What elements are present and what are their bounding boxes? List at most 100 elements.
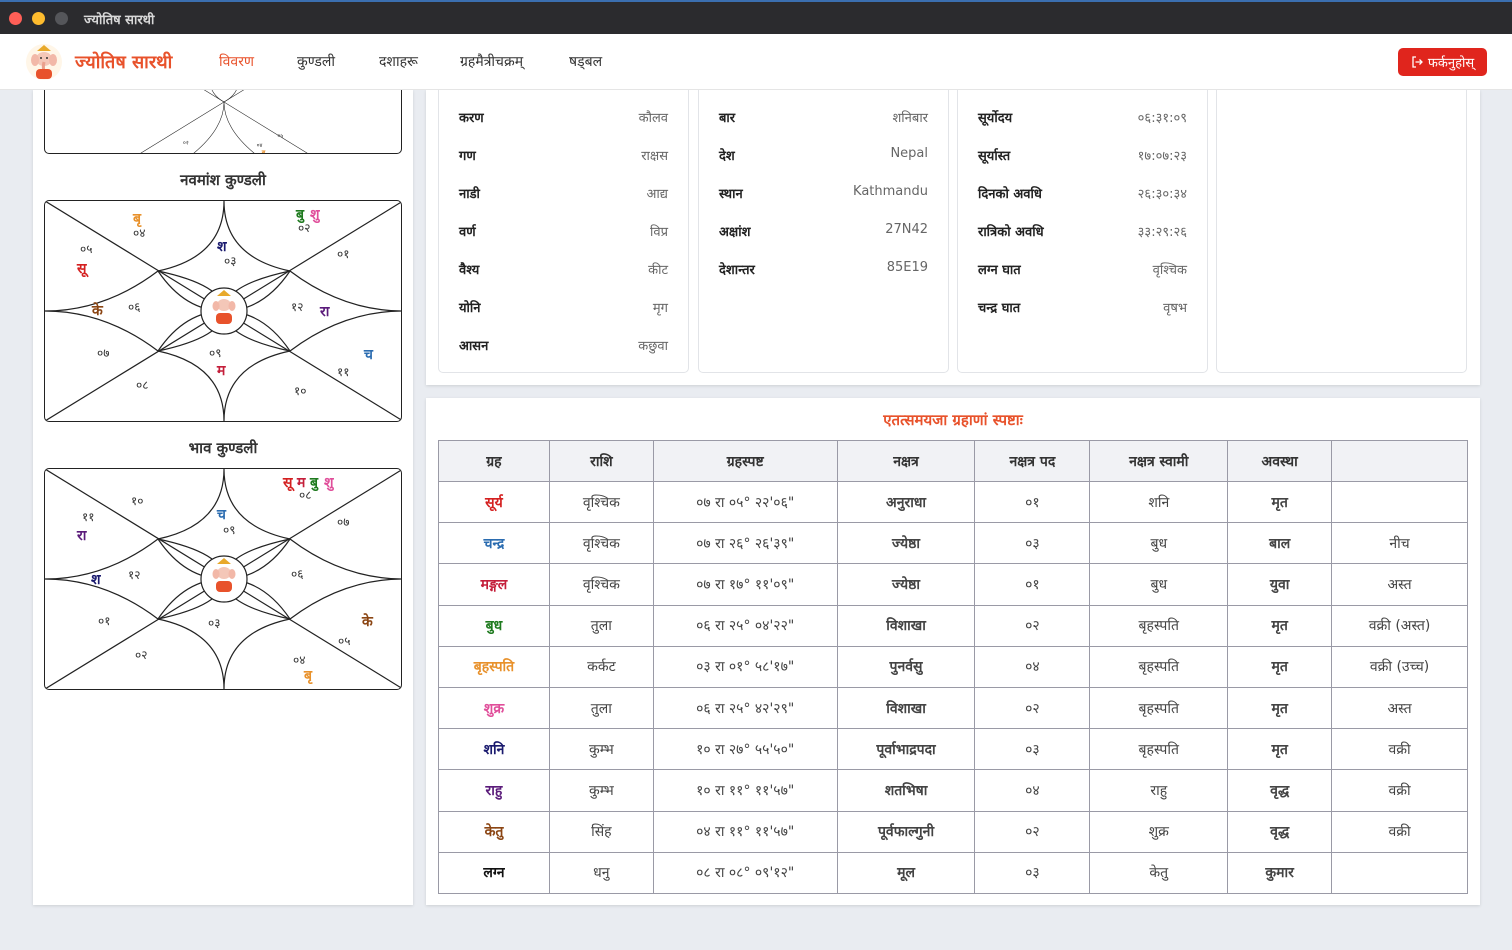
status-cell: अस्त bbox=[1331, 563, 1468, 606]
nav-tab-graha-maitri[interactable]: ग्रहमैत्रीचक्रम् bbox=[460, 54, 524, 70]
exit-icon bbox=[1412, 56, 1423, 68]
info-row: देशान्तर 85E19 bbox=[719, 260, 928, 280]
bhava-chart: ०९ ०८ १० ११ १२ ०१ ०२ ०३ ०४ ०५ ०६ ०७ च सू… bbox=[44, 468, 402, 690]
nakshatra-pada-cell: ०३ bbox=[974, 728, 1091, 771]
ganesha-logo-icon[interactable] bbox=[24, 42, 64, 82]
info-value: वृश्चिक bbox=[1152, 263, 1187, 278]
info-row: रात्रिको अवधि ३३:२९:२६ bbox=[978, 222, 1187, 242]
table-header-row: ग्रह राशि ग्रहस्पष्ट नक्षत्र नक्षत्र पद नक्षत… bbox=[438, 440, 1468, 482]
table-row: लग्न धनु ०८ रा ०८° ०९'१२" मूल ०३ केतु कुमार bbox=[438, 851, 1468, 894]
info-row: योनि मृग bbox=[459, 298, 668, 318]
planet-name-cell: केतु bbox=[438, 810, 550, 853]
info-row: सूर्योदय ०६:३१:०९ bbox=[978, 108, 1187, 128]
nakshatra-pada-cell: ०३ bbox=[974, 522, 1091, 565]
info-row: दिनको अवधि २६:३०:३४ bbox=[978, 184, 1187, 204]
navamsha-house-number: १० bbox=[294, 384, 306, 398]
navamsha-house-number: ०४ bbox=[133, 226, 145, 240]
nakshatra-pada-cell: ०४ bbox=[974, 645, 1091, 688]
rashi-cell: तुला bbox=[548, 686, 654, 730]
nakshatra-cell[interactable]: ज्येष्ठा bbox=[836, 522, 976, 565]
graha-spashta-cell: ०६ रा २५° ४२'२९" bbox=[652, 686, 838, 730]
nakshatra-pada-cell: ०१ bbox=[974, 480, 1091, 524]
window-titlebar: ज्योतिष सारथी bbox=[0, 0, 1512, 34]
zoom-window-button[interactable] bbox=[55, 12, 68, 25]
rashi-cell: धनु bbox=[548, 851, 654, 894]
rashi-cell: वृश्चिक bbox=[548, 522, 654, 565]
status-cell: नीच bbox=[1331, 522, 1468, 565]
bhava-house-number: ०२ bbox=[135, 648, 147, 662]
nav-tab-dashas[interactable]: दशाहरू bbox=[379, 54, 418, 70]
planet-name-cell: मङ्गल bbox=[438, 563, 550, 606]
table-row: शुक्र तुला ०६ रा २५° ४२'२९" विशाखा ०२ बृहस्पत… bbox=[438, 686, 1468, 730]
info-value: वृषभ bbox=[1163, 301, 1187, 316]
navamsha-house-number: ०७ bbox=[97, 346, 109, 360]
lagna-house-number: ०५ bbox=[277, 133, 283, 139]
navamsha-planet-mercury: बु bbox=[295, 207, 305, 224]
navamsha-house-number: ०३ bbox=[224, 254, 236, 268]
rashi-cell: कर्कट bbox=[548, 645, 654, 688]
status-cell: वक्री bbox=[1331, 810, 1468, 853]
app-navbar: ज्योतिष सारथी विवरण कुण्डली दशाहरू ग्रहम… bbox=[0, 34, 1512, 90]
nakshatra-cell[interactable]: विशाखा bbox=[836, 604, 976, 647]
navamsha-chart-title: नवमांश कुण्डली bbox=[180, 171, 266, 189]
nakshatra-pada-cell: ०२ bbox=[974, 604, 1091, 647]
nakshatra-pada-cell: ०४ bbox=[974, 769, 1091, 812]
navamsha-house-number: ०५ bbox=[80, 242, 92, 256]
rashi-cell: सिंह bbox=[548, 810, 654, 853]
info-card: करण कौलव गण राक्षस नाडी आद्य वर्ण विप्र वैश्… bbox=[438, 90, 689, 373]
info-value: मृग bbox=[652, 301, 668, 316]
minimize-window-button[interactable] bbox=[32, 12, 45, 25]
nav-tab-shadbala[interactable]: षड्बल bbox=[569, 54, 603, 70]
avastha-cell: वृद्ध bbox=[1227, 810, 1333, 853]
nakshatra-cell[interactable]: मूल bbox=[836, 851, 976, 894]
navamsha-house-number: ०८ bbox=[136, 378, 148, 392]
status-cell bbox=[1331, 851, 1468, 894]
bhava-planet-venus: शु bbox=[324, 475, 335, 492]
nakshatra-cell[interactable]: अनुराधा bbox=[836, 480, 976, 524]
nav-tab-details[interactable]: विवरण bbox=[219, 54, 255, 70]
bhava-house-number: ०९ bbox=[223, 523, 235, 537]
logout-button[interactable]: फर्कनुहोस् bbox=[1398, 48, 1487, 76]
info-value: कछुवा bbox=[638, 339, 668, 354]
info-value: आद्य bbox=[646, 187, 668, 202]
status-cell: वक्री (अस्त) bbox=[1331, 604, 1468, 647]
nakshatra-cell[interactable]: पूर्वफाल्गुनी bbox=[836, 810, 976, 853]
avastha-cell: मृत bbox=[1227, 645, 1333, 688]
nakshatra-lord-cell: राहु bbox=[1089, 769, 1229, 812]
info-card: बार शनिबार देश Nepal स्थान Kathmandu अक्षां… bbox=[698, 90, 949, 373]
navamsha-planet-sun: सू bbox=[76, 261, 89, 278]
nakshatra-cell[interactable]: शतभिषा bbox=[836, 769, 976, 812]
nakshatra-lord-cell: बृहस्पति bbox=[1089, 604, 1229, 647]
table-row: बृहस्पति कर्कट ०३ रा ०१° ५८'१७" पुनर्वसु ०४ ब… bbox=[438, 645, 1468, 688]
avastha-cell: वृद्ध bbox=[1227, 769, 1333, 812]
status-cell: वक्री bbox=[1331, 769, 1468, 812]
nakshatra-lord-cell: शनि bbox=[1089, 480, 1229, 524]
status-cell: वक्री (उच्च) bbox=[1331, 645, 1468, 688]
navamsha-house-number: ०२ bbox=[298, 221, 310, 235]
nakshatra-lord-cell: केतु bbox=[1089, 851, 1229, 894]
bhava-planet-jupiter: बृ bbox=[303, 668, 313, 685]
rashi-cell: वृश्चिक bbox=[548, 563, 654, 606]
navamsha-house-number: ०६ bbox=[128, 300, 140, 314]
info-row: करण कौलव bbox=[459, 108, 668, 128]
avastha-cell: मृत bbox=[1227, 480, 1333, 524]
column-header: ग्रहस्पष्ट bbox=[652, 440, 838, 482]
close-window-button[interactable] bbox=[9, 12, 22, 25]
info-key: नाडी bbox=[459, 187, 480, 202]
nakshatra-cell[interactable]: विशाखा bbox=[836, 686, 976, 730]
rashi-cell: कुम्भ bbox=[548, 728, 654, 771]
nakshatra-cell[interactable]: ज्येष्ठा bbox=[836, 563, 976, 606]
app-brand[interactable]: ज्योतिष सारथी bbox=[75, 52, 173, 73]
nakshatra-pada-cell: ०२ bbox=[974, 810, 1091, 853]
bhava-house-number: ०४ bbox=[293, 653, 305, 667]
nakshatra-cell[interactable]: पूर्वाभाद्रपदा bbox=[836, 728, 976, 771]
nakshatra-lord-cell: बृहस्पति bbox=[1089, 686, 1229, 730]
avastha-cell: कुमार bbox=[1227, 851, 1333, 894]
info-key: चन्द्र घात bbox=[978, 301, 1021, 316]
info-value: शनिबार bbox=[892, 111, 928, 126]
bhava-planet-rahu: रा bbox=[76, 528, 88, 544]
nakshatra-cell[interactable]: पुनर्वसु bbox=[836, 645, 976, 688]
info-value: ०६:३१:०९ bbox=[1137, 111, 1187, 126]
nav-tab-kundali[interactable]: कुण्डली bbox=[297, 54, 336, 70]
logout-label: फर्कनुहोस् bbox=[1427, 56, 1475, 71]
